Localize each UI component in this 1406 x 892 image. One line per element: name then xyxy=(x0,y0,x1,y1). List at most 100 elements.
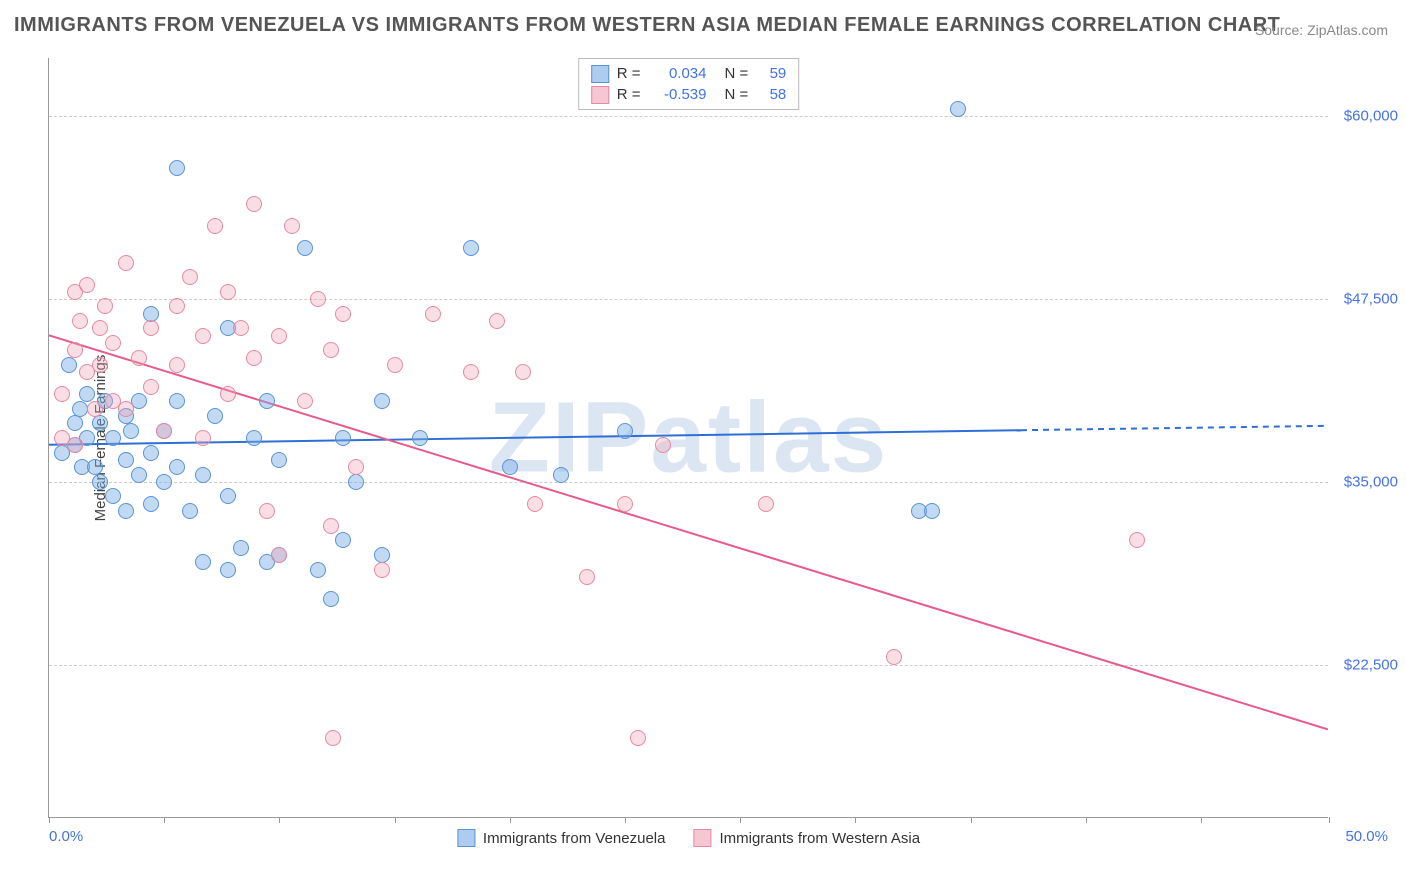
data-point xyxy=(195,467,211,483)
data-point xyxy=(233,320,249,336)
data-point xyxy=(195,430,211,446)
data-point xyxy=(335,306,351,322)
watermark-text: ZIPatlas xyxy=(489,380,889,495)
gridline xyxy=(49,116,1328,117)
data-point xyxy=(387,357,403,373)
data-point xyxy=(169,459,185,475)
x-tick xyxy=(971,817,972,823)
data-point xyxy=(105,335,121,351)
data-point xyxy=(220,284,236,300)
data-point xyxy=(143,306,159,322)
data-point xyxy=(758,496,774,512)
data-point xyxy=(297,240,313,256)
data-point xyxy=(630,730,646,746)
data-point xyxy=(502,459,518,475)
data-point xyxy=(156,423,172,439)
x-tick xyxy=(625,817,626,823)
y-tick-label: $47,500 xyxy=(1344,291,1398,308)
data-point xyxy=(67,415,83,431)
chart-plot-area: ZIPatlas Median Female Earnings $22,500$… xyxy=(48,58,1328,818)
series-legend-item: Immigrants from Venezuela xyxy=(457,829,666,847)
legend-row: R =-0.539N =58 xyxy=(591,84,787,105)
data-point xyxy=(97,298,113,314)
data-point xyxy=(92,320,108,336)
data-point xyxy=(220,386,236,402)
data-point xyxy=(335,430,351,446)
data-point xyxy=(169,393,185,409)
data-point xyxy=(118,503,134,519)
data-point xyxy=(233,540,249,556)
data-point xyxy=(374,562,390,578)
data-point xyxy=(87,401,103,417)
x-tick xyxy=(855,817,856,823)
x-tick xyxy=(740,817,741,823)
data-point xyxy=(515,364,531,380)
data-point xyxy=(169,298,185,314)
data-point xyxy=(284,218,300,234)
legend-swatch xyxy=(457,829,475,847)
data-point xyxy=(220,562,236,578)
data-point xyxy=(79,277,95,293)
data-point xyxy=(105,488,121,504)
trend-lines xyxy=(49,58,1328,817)
data-point xyxy=(182,269,198,285)
x-tick xyxy=(279,817,280,823)
data-point xyxy=(297,393,313,409)
x-tick xyxy=(1329,817,1330,823)
data-point xyxy=(246,430,262,446)
source-attribution: Source: ZipAtlas.com xyxy=(1255,22,1388,38)
data-point xyxy=(271,328,287,344)
data-point xyxy=(61,357,77,373)
x-axis-max-label: 50.0% xyxy=(1345,828,1388,845)
data-point xyxy=(463,240,479,256)
data-point xyxy=(579,569,595,585)
data-point xyxy=(655,437,671,453)
data-point xyxy=(195,328,211,344)
data-point xyxy=(207,408,223,424)
data-point xyxy=(92,357,108,373)
x-tick xyxy=(164,817,165,823)
data-point xyxy=(310,562,326,578)
data-point xyxy=(617,496,633,512)
x-tick xyxy=(510,817,511,823)
data-point xyxy=(72,401,88,417)
data-point xyxy=(246,350,262,366)
data-point xyxy=(72,313,88,329)
data-point xyxy=(220,488,236,504)
x-tick xyxy=(1201,817,1202,823)
data-point xyxy=(118,401,134,417)
data-point xyxy=(412,430,428,446)
data-point xyxy=(348,474,364,490)
data-point xyxy=(259,393,275,409)
y-tick-label: $35,000 xyxy=(1344,473,1398,490)
data-point xyxy=(374,393,390,409)
data-point xyxy=(67,437,83,453)
data-point xyxy=(67,342,83,358)
data-point xyxy=(374,547,390,563)
data-point xyxy=(425,306,441,322)
series-label: Immigrants from Venezuela xyxy=(483,830,666,847)
data-point xyxy=(131,350,147,366)
data-point xyxy=(246,196,262,212)
correlation-legend: R =0.034N =59R =-0.539N =58 xyxy=(578,58,800,110)
data-point xyxy=(54,386,70,402)
data-point xyxy=(259,503,275,519)
data-point xyxy=(527,496,543,512)
data-point xyxy=(143,379,159,395)
data-point xyxy=(143,496,159,512)
data-point xyxy=(463,364,479,380)
data-point xyxy=(169,357,185,373)
legend-row: R =0.034N =59 xyxy=(591,63,787,84)
data-point xyxy=(105,430,121,446)
data-point xyxy=(118,452,134,468)
data-point xyxy=(310,291,326,307)
data-point xyxy=(131,467,147,483)
x-tick xyxy=(395,817,396,823)
legend-swatch xyxy=(693,829,711,847)
data-point xyxy=(123,423,139,439)
data-point xyxy=(553,467,569,483)
chart-title: IMMIGRANTS FROM VENEZUELA VS IMMIGRANTS … xyxy=(14,14,1280,37)
data-point xyxy=(325,730,341,746)
data-point xyxy=(348,459,364,475)
data-point xyxy=(143,320,159,336)
